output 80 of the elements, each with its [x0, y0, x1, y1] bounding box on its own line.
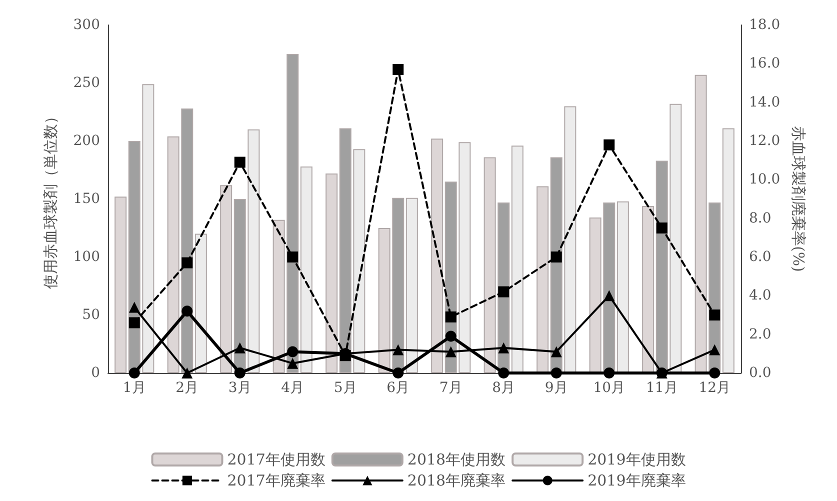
y2-tick-label: 8.0: [749, 210, 772, 226]
point: [498, 342, 510, 354]
x-tick-label: 6月: [386, 380, 410, 396]
x-tick-label: 7月: [439, 380, 462, 396]
point: [234, 368, 246, 378]
x-tick-label: 12月: [698, 380, 731, 396]
x-tick-label: 4月: [281, 380, 304, 396]
point: [234, 156, 246, 168]
y-axis-title: 使用赤血球製剤（単位数）: [42, 109, 60, 289]
point: [604, 290, 615, 302]
point: [392, 64, 404, 75]
y2-tick-label: 18.0: [749, 17, 780, 33]
legend-label: 2019年廃棄率: [588, 472, 686, 490]
point: [287, 358, 298, 369]
y2-tick-label: 16.0: [749, 56, 780, 72]
point: [128, 368, 140, 378]
bar: [642, 206, 654, 373]
point: [550, 252, 562, 262]
x-tick-label: 1月: [122, 380, 146, 396]
point: [128, 317, 140, 328]
point: [445, 311, 456, 322]
bar: [511, 146, 524, 373]
x-tick-label: 5月: [334, 380, 357, 396]
y2-tick-label: 14.0: [749, 94, 780, 110]
point: [656, 222, 668, 234]
legend-label: 2019年使用数: [588, 450, 686, 468]
point: [182, 368, 193, 378]
x-tick-label: 8月: [492, 380, 516, 396]
point: [550, 368, 562, 378]
bar: [406, 198, 418, 373]
y-tick-label: 300: [73, 17, 100, 33]
y2-tick-label: 0.0: [749, 365, 772, 381]
y-tick-label: 200: [73, 133, 100, 149]
point: [287, 346, 298, 358]
legend-label: 2017年廃棄率: [227, 472, 326, 490]
bar: [536, 186, 549, 373]
bar: [194, 234, 207, 373]
point: [234, 342, 246, 354]
point: [287, 252, 298, 262]
x-tick-label: 10月: [593, 380, 626, 396]
point: [392, 368, 404, 378]
y2-tick-label: 12.0: [749, 133, 780, 149]
bar: [431, 138, 444, 373]
point: [498, 368, 510, 378]
y-tick-label: 150: [73, 191, 100, 207]
y-tick-label: 100: [73, 249, 100, 265]
x-tick-label: 2月: [176, 380, 199, 396]
bar: [722, 128, 734, 373]
point: [445, 346, 456, 358]
point: [709, 310, 720, 320]
y2-tick-label: 2.0: [749, 326, 772, 342]
bar: [326, 173, 338, 373]
legend-label: 2018年使用数: [407, 450, 506, 468]
point: [709, 368, 720, 378]
y-tick-label: 250: [73, 75, 100, 91]
y2-tick-label: 4.0: [749, 288, 772, 304]
legend-label: 2018年廃棄率: [407, 472, 506, 490]
bar: [220, 185, 232, 373]
bar: [114, 196, 127, 373]
y-tick-label: 0: [91, 365, 100, 381]
point: [709, 344, 720, 356]
point: [182, 257, 193, 268]
x-tick-label: 11月: [646, 380, 678, 396]
point: [604, 139, 615, 150]
point: [550, 346, 562, 358]
y2-tick-label: 6.0: [749, 249, 772, 265]
bar: [616, 201, 629, 373]
point: [498, 286, 510, 298]
y-tick-label: 50: [82, 307, 100, 323]
point: [604, 368, 615, 378]
point: [445, 330, 456, 342]
x-tick-label: 3月: [228, 380, 252, 396]
y2-tick-label: 10.0: [749, 172, 780, 188]
x-tick-label: 9月: [544, 380, 568, 396]
point: [392, 344, 404, 356]
point: [128, 302, 140, 313]
legend-label: 2017年使用数: [227, 450, 326, 468]
point: [182, 306, 193, 317]
bar: [300, 166, 312, 373]
y2-axis-title: 赤血球製剤廃棄率(%): [790, 126, 808, 272]
